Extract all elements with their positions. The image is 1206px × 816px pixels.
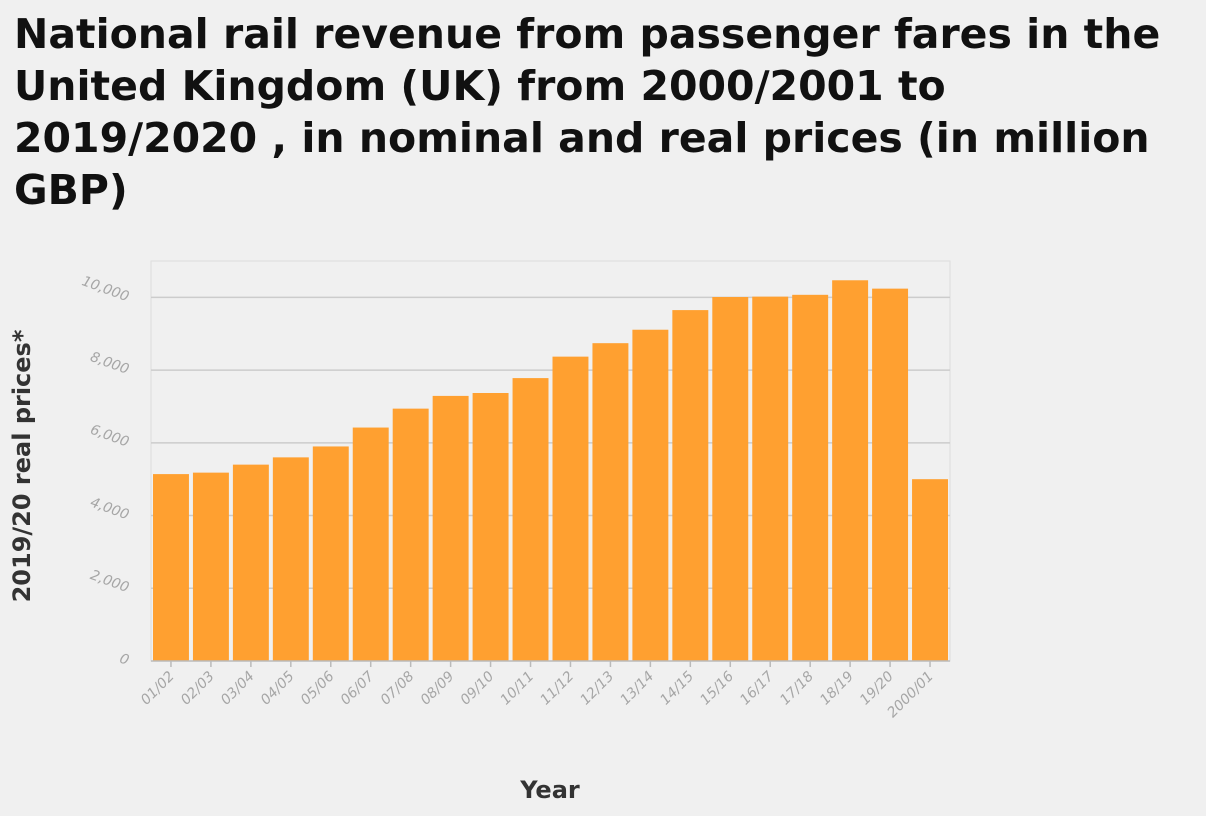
x-tick-label: 17/18 (777, 668, 817, 708)
bar (672, 310, 709, 661)
x-tick-label: 16/17 (737, 668, 777, 708)
x-tick-label: 09/10 (458, 668, 498, 708)
y-tick-label: 0 (117, 651, 131, 669)
x-tick-label: 04/05 (258, 668, 298, 708)
x-tick-label: 07/08 (378, 668, 418, 708)
bar (272, 457, 309, 661)
bar (472, 393, 509, 661)
y-axis-title: 2019/20 real prices* (8, 329, 36, 602)
chart-title: National rail revenue from passenger far… (14, 10, 1161, 214)
bar (872, 288, 909, 661)
x-tick-label: 12/13 (577, 669, 617, 709)
bar (832, 280, 869, 661)
x-tick-label: 05/06 (298, 668, 338, 708)
plot-area (150, 260, 951, 662)
x-tick-label: 15/16 (697, 668, 737, 708)
x-tick-label: 13/14 (617, 669, 657, 709)
y-tick-label: 4,000 (88, 495, 131, 524)
x-axis-title: Year (519, 776, 580, 804)
bar (153, 474, 189, 661)
bar (352, 427, 389, 661)
bar (912, 479, 948, 661)
bar (232, 464, 269, 661)
bar (552, 356, 589, 661)
x-tick-label: 11/12 (537, 668, 577, 708)
bar (512, 378, 549, 661)
bar (792, 294, 829, 661)
bar (312, 446, 349, 661)
x-tick-label: 02/03 (178, 669, 218, 709)
x-tick-label: 10/11 (498, 669, 538, 709)
x-tick-label: 06/07 (338, 668, 378, 708)
y-tick-label: 8,000 (88, 349, 131, 378)
x-tick-label: 08/09 (418, 668, 458, 708)
bar (432, 395, 469, 661)
bar (392, 408, 429, 661)
x-tick-label: 14/15 (657, 668, 697, 708)
y-tick-label: 6,000 (88, 422, 131, 451)
bar (592, 343, 629, 661)
x-tick-label: 18/19 (817, 668, 857, 708)
x-axis: 01/02 02/03 03/04 04/05 05/06 06/07 07/08 08/09… (138, 661, 937, 721)
bar (632, 329, 669, 661)
bars (153, 280, 948, 661)
y-tick-label: 2,000 (88, 567, 131, 596)
y-tick-label: 10,000 (80, 273, 132, 305)
x-tick-label: 01/02 (138, 668, 178, 708)
bar (192, 472, 229, 661)
bar (712, 297, 749, 661)
x-tick-label: 03/04 (218, 669, 258, 709)
bar (752, 296, 789, 661)
